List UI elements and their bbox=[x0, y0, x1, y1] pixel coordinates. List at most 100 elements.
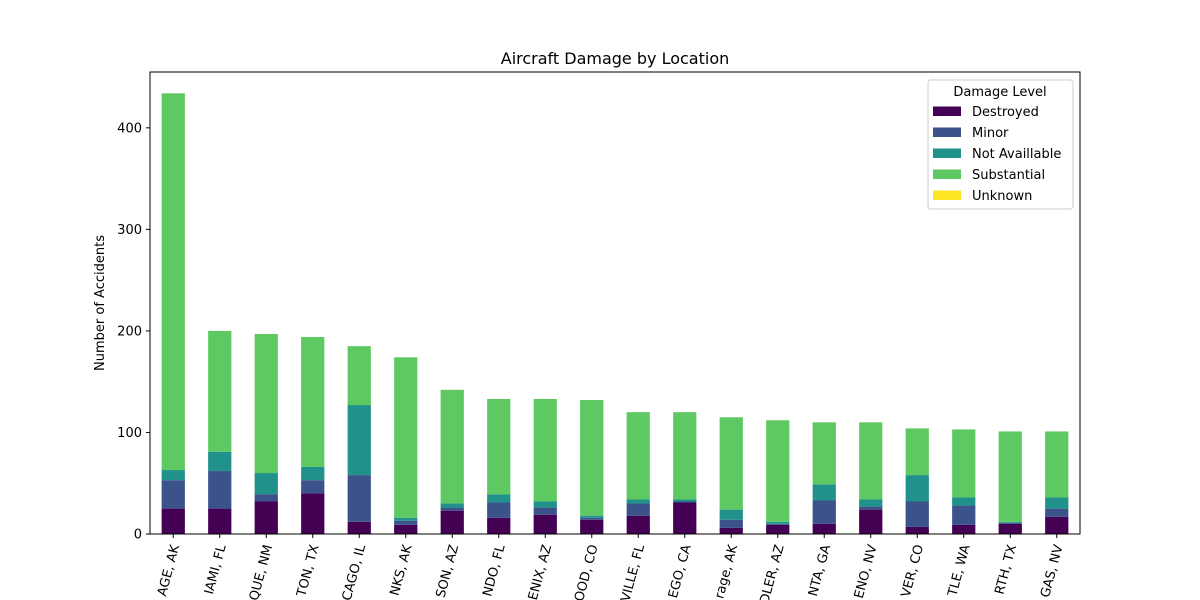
bar-not-availlable-6 bbox=[440, 503, 464, 508]
bar-not-availlable-7 bbox=[487, 494, 511, 503]
bar-minor-6 bbox=[440, 507, 464, 511]
bar-destroyed-14 bbox=[812, 523, 836, 534]
bar-not-availlable-8 bbox=[533, 501, 557, 508]
x-tick-label-3: TON, TX bbox=[294, 543, 322, 599]
bar-substantial-8 bbox=[533, 398, 557, 502]
bar-substantial-9 bbox=[580, 399, 604, 516]
x-tick-label-0: AGE, AK bbox=[155, 543, 183, 598]
bar-not-availlable-0 bbox=[161, 470, 185, 481]
x-tick-label-10: VILLE, FL bbox=[619, 542, 649, 600]
legend-swatch-minor bbox=[933, 127, 961, 137]
bar-destroyed-6 bbox=[440, 510, 464, 534]
legend: Damage Level Destroyed Minor Not Availlabl… bbox=[927, 79, 1074, 210]
bar-substantial-4 bbox=[347, 346, 371, 406]
bar-destroyed-8 bbox=[533, 514, 557, 534]
bar-minor-0 bbox=[161, 480, 185, 509]
bar-substantial-10 bbox=[626, 412, 650, 500]
bar-minor-3 bbox=[301, 480, 325, 494]
bar-not-availlable-13 bbox=[766, 521, 790, 524]
x-tick-label-4: CAGO, IL bbox=[340, 542, 370, 600]
bar-minor-9 bbox=[580, 517, 604, 520]
bar-substantial-2 bbox=[254, 333, 278, 474]
bar-substantial-11 bbox=[673, 412, 697, 500]
x-tick-label-6: SON, AZ bbox=[434, 543, 463, 599]
legend-swatch-not-availlable bbox=[933, 148, 961, 158]
bar-destroyed-17 bbox=[952, 524, 976, 534]
x-tick-label-9: OOD, CO bbox=[572, 543, 602, 600]
legend-label-unknown: Unknown bbox=[972, 189, 1032, 204]
bar-destroyed-12 bbox=[719, 527, 743, 534]
bar-not-availlable-18 bbox=[998, 521, 1022, 523]
bar-not-availlable-4 bbox=[347, 405, 371, 476]
x-tick-label-19: GAS, NV bbox=[1038, 543, 1067, 599]
legend-swatch-destroyed bbox=[933, 106, 961, 116]
bar-minor-13 bbox=[766, 523, 790, 525]
bar-minor-18 bbox=[998, 522, 1022, 524]
bar-destroyed-4 bbox=[347, 521, 371, 534]
bar-destroyed-15 bbox=[859, 509, 883, 534]
x-axis: AGE, AK IAMI, FL QUE, NM TON, TX CAGO, IL NKS… bbox=[155, 534, 1067, 600]
bar-not-availlable-16 bbox=[905, 475, 929, 502]
chart-title: Aircraft Damage by Location bbox=[501, 49, 730, 68]
bar-not-availlable-11 bbox=[673, 499, 697, 502]
bar-substantial-3 bbox=[301, 337, 325, 467]
bar-minor-11 bbox=[673, 501, 697, 503]
x-tick-label-15: ENO, NV bbox=[852, 543, 881, 600]
bar-minor-4 bbox=[347, 475, 371, 522]
y-tick-label-0: 0 bbox=[134, 528, 142, 543]
bar-substantial-19 bbox=[1045, 431, 1069, 498]
bar-destroyed-16 bbox=[905, 526, 929, 534]
bar-not-availlable-19 bbox=[1045, 497, 1069, 509]
bar-destroyed-13 bbox=[766, 524, 790, 534]
bar-minor-8 bbox=[533, 507, 557, 515]
bar-substantial-18 bbox=[998, 431, 1022, 522]
bar-minor-2 bbox=[254, 494, 278, 502]
x-tick-label-8: ENIX, AZ bbox=[526, 543, 555, 600]
bar-destroyed-3 bbox=[301, 493, 325, 534]
x-tick-label-18: RTH, TX bbox=[992, 543, 1020, 596]
x-tick-label-14: NTA, GA bbox=[806, 543, 834, 598]
bar-not-availlable-12 bbox=[719, 509, 743, 520]
legend-box bbox=[927, 79, 1074, 210]
bar-not-availlable-9 bbox=[580, 515, 604, 518]
bar-minor-15 bbox=[859, 506, 883, 510]
bar-not-availlable-15 bbox=[859, 499, 883, 507]
bar-minor-7 bbox=[487, 502, 511, 518]
bar-minor-14 bbox=[812, 500, 836, 524]
bar-minor-19 bbox=[1045, 508, 1069, 517]
x-tick-label-5: NKS, AK bbox=[388, 543, 416, 598]
bar-substantial-7 bbox=[487, 398, 511, 495]
bar-substantial-15 bbox=[859, 422, 883, 500]
legend-label-substantial: Substantial bbox=[972, 168, 1045, 183]
legend-label-destroyed: Destroyed bbox=[972, 105, 1039, 120]
bar-minor-17 bbox=[952, 505, 976, 525]
bar-minor-12 bbox=[719, 519, 743, 528]
bar-destroyed-11 bbox=[673, 502, 697, 534]
legend-label-not-availlable: Not Availlable bbox=[972, 147, 1061, 162]
bar-substantial-12 bbox=[719, 417, 743, 510]
y-axis: 0 100 200 300 400 bbox=[117, 121, 150, 543]
x-tick-label-7: NDO, FL bbox=[480, 542, 508, 598]
bar-destroyed-7 bbox=[487, 517, 511, 534]
y-tick-label-1: 100 bbox=[117, 426, 142, 441]
x-tick-label-12: rage, AK bbox=[712, 543, 741, 600]
x-tick-label-16: VER, CO bbox=[899, 543, 927, 599]
bar-destroyed-18 bbox=[998, 523, 1022, 534]
bar-not-availlable-10 bbox=[626, 499, 650, 504]
plot-frame bbox=[149, 71, 1081, 535]
x-tick-label-1: IAMI, FL bbox=[202, 542, 230, 596]
y-tick-label-4: 400 bbox=[117, 121, 142, 136]
x-tick-label-11: EGO, CA bbox=[666, 543, 695, 600]
legend-swatch-substantial bbox=[933, 169, 961, 179]
bar-not-availlable-1 bbox=[208, 451, 232, 472]
bar-not-availlable-3 bbox=[301, 466, 325, 481]
bar-minor-10 bbox=[626, 503, 650, 516]
x-tick-label-2: QUE, NM bbox=[247, 543, 276, 600]
bar-substantial-16 bbox=[905, 428, 929, 476]
x-tick-label-17: TLE, WA bbox=[945, 543, 973, 599]
bar-destroyed-0 bbox=[161, 508, 185, 534]
bar-substantial-6 bbox=[440, 389, 464, 504]
bar-not-availlable-17 bbox=[952, 497, 976, 506]
legend-title: Damage Level bbox=[953, 85, 1046, 100]
